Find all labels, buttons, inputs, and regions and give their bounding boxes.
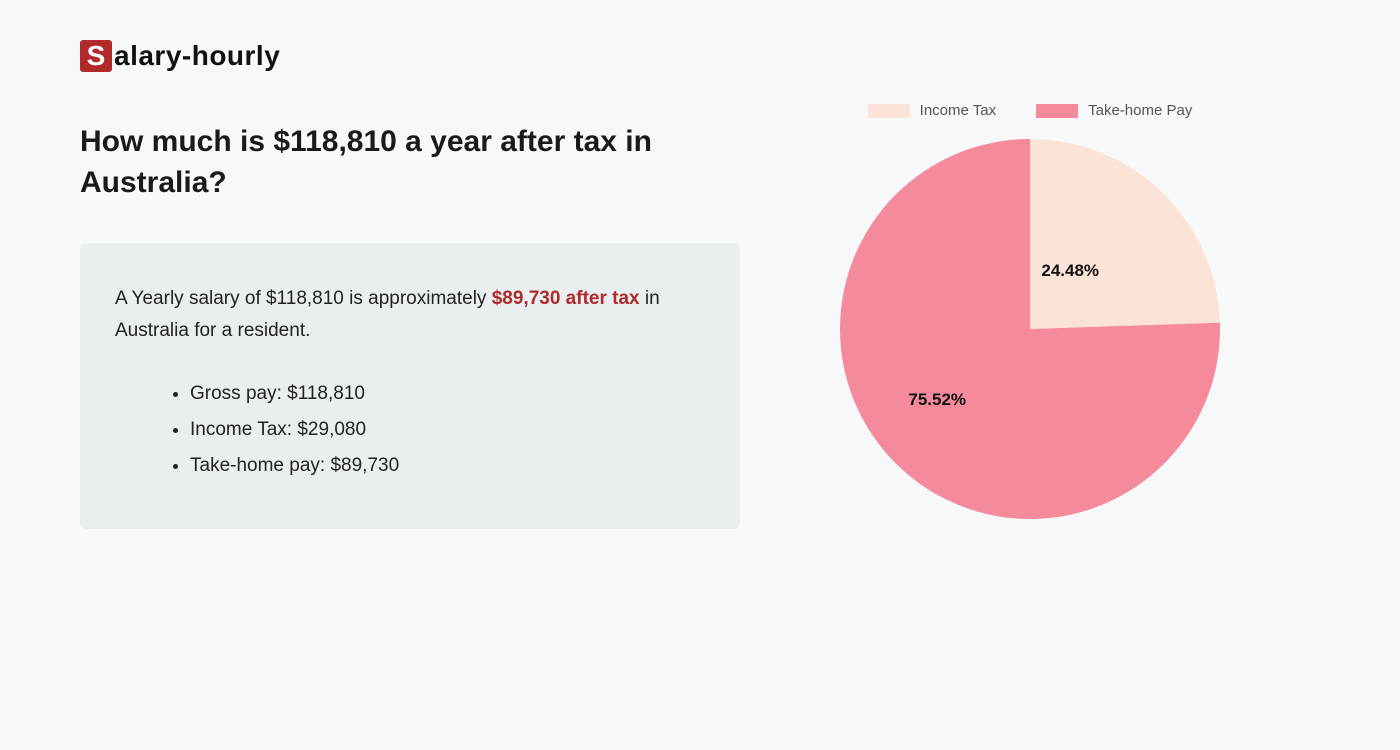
list-item: Gross pay: $118,810: [190, 376, 705, 412]
pie-chart: 24.48% 75.52%: [840, 139, 1220, 519]
logo-badge: S: [80, 40, 112, 72]
summary-highlight: $89,730 after tax: [492, 288, 640, 309]
logo-text: alary-hourly: [114, 40, 280, 72]
summary-box: A Yearly salary of $118,810 is approxima…: [80, 243, 740, 529]
main-content: How much is $118,810 a year after tax in…: [80, 122, 1320, 529]
legend-label: Income Tax: [920, 102, 996, 119]
summary-list: Gross pay: $118,810 Income Tax: $29,080 …: [115, 376, 705, 484]
site-logo: S alary-hourly: [80, 40, 1320, 72]
legend-item: Income Tax: [868, 102, 996, 119]
legend-label: Take-home Pay: [1088, 102, 1192, 119]
list-item: Take-home pay: $89,730: [190, 448, 705, 484]
list-item: Income Tax: $29,080: [190, 412, 705, 448]
pie-svg: [840, 139, 1220, 519]
legend-item: Take-home Pay: [1036, 102, 1192, 119]
summary-sentence: A Yearly salary of $118,810 is approxima…: [115, 283, 705, 348]
right-column: Income Tax Take-home Pay 24.48% 75.52%: [820, 122, 1240, 529]
slice-label-0: 24.48%: [1041, 261, 1099, 281]
chart-legend: Income Tax Take-home Pay: [820, 102, 1240, 119]
legend-swatch-0: [868, 104, 910, 118]
slice-label-1: 75.52%: [908, 390, 966, 410]
legend-swatch-1: [1036, 104, 1078, 118]
page-title: How much is $118,810 a year after tax in…: [80, 122, 740, 203]
summary-pre: A Yearly salary of $118,810 is approxima…: [115, 288, 492, 309]
left-column: How much is $118,810 a year after tax in…: [80, 122, 740, 529]
